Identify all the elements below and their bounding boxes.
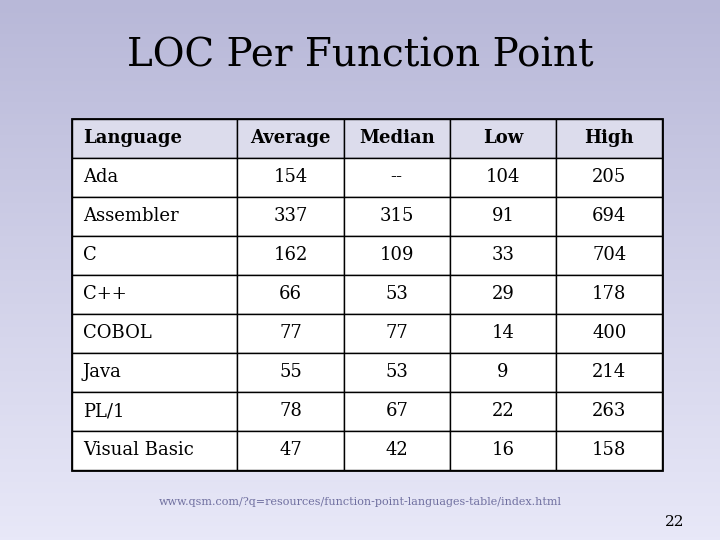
Bar [238,275,343,314]
Bar [556,431,662,470]
Bar [450,431,556,470]
Text: 154: 154 [274,168,307,186]
Text: 66: 66 [279,285,302,303]
Text: 158: 158 [592,441,626,460]
Text: COBOL: COBOL [83,325,151,342]
Text: --: -- [391,168,402,186]
Bar [556,353,662,392]
Text: 162: 162 [274,246,307,264]
Text: 104: 104 [486,168,520,186]
Bar [450,353,556,392]
Bar [556,314,662,353]
Bar [343,353,450,392]
Bar [450,197,556,236]
Bar [556,197,662,236]
Bar [450,236,556,275]
Bar [450,275,556,314]
Text: Language: Language [83,129,181,147]
Text: 33: 33 [492,246,515,264]
Text: 109: 109 [379,246,414,264]
Text: 91: 91 [492,207,515,225]
Text: 29: 29 [492,285,514,303]
Text: 704: 704 [592,246,626,264]
Text: C: C [83,246,96,264]
Bar [343,236,450,275]
Bar [556,392,662,431]
Bar [556,119,662,158]
Bar [72,236,238,275]
Text: 67: 67 [385,402,408,420]
Text: 77: 77 [279,325,302,342]
Text: 400: 400 [592,325,626,342]
Bar [556,236,662,275]
Text: 263: 263 [592,402,626,420]
Text: Average: Average [250,129,330,147]
Bar [238,353,343,392]
Text: 214: 214 [592,363,626,381]
Bar [238,158,343,197]
Bar [343,197,450,236]
Text: 16: 16 [492,441,515,460]
Bar [343,392,450,431]
Text: 42: 42 [385,441,408,460]
Bar [72,197,238,236]
Text: 22: 22 [665,515,684,529]
Text: 77: 77 [385,325,408,342]
Text: Assembler: Assembler [83,207,179,225]
Bar [450,314,556,353]
Text: 47: 47 [279,441,302,460]
Text: Low: Low [483,129,523,147]
Bar [450,119,556,158]
Bar [72,158,238,197]
Bar [72,392,238,431]
Bar [72,275,238,314]
Text: 9: 9 [498,363,509,381]
Bar [343,275,450,314]
Bar [238,197,343,236]
Text: Median: Median [359,129,435,147]
Bar [556,158,662,197]
Bar [238,314,343,353]
Text: 78: 78 [279,402,302,420]
Text: 315: 315 [379,207,414,225]
Text: 22: 22 [492,402,514,420]
Bar [72,119,238,158]
Text: 53: 53 [385,363,408,381]
Text: 337: 337 [274,207,307,225]
Text: 694: 694 [592,207,626,225]
Text: www.qsm.com/?q=resources/function-point-languages-table/index.html: www.qsm.com/?q=resources/function-point-… [158,497,562,507]
Bar [72,119,662,470]
Bar [238,236,343,275]
Text: Visual Basic: Visual Basic [83,441,194,460]
Text: C++: C++ [83,285,127,303]
Text: High: High [585,129,634,147]
Bar [238,431,343,470]
Bar [72,314,238,353]
Bar [238,392,343,431]
Text: 205: 205 [592,168,626,186]
Bar [343,314,450,353]
Text: Java: Java [83,363,122,381]
Text: 55: 55 [279,363,302,381]
Text: PL/1: PL/1 [83,402,125,420]
Bar [556,275,662,314]
Bar [343,431,450,470]
Bar [450,158,556,197]
Bar [72,431,238,470]
Bar [343,158,450,197]
Bar [450,392,556,431]
Text: Ada: Ada [83,168,118,186]
Bar [238,119,343,158]
Text: 53: 53 [385,285,408,303]
Text: 178: 178 [592,285,626,303]
Text: 14: 14 [492,325,514,342]
Text: LOC Per Function Point: LOC Per Function Point [127,38,593,75]
Bar [343,119,450,158]
Bar [72,353,238,392]
